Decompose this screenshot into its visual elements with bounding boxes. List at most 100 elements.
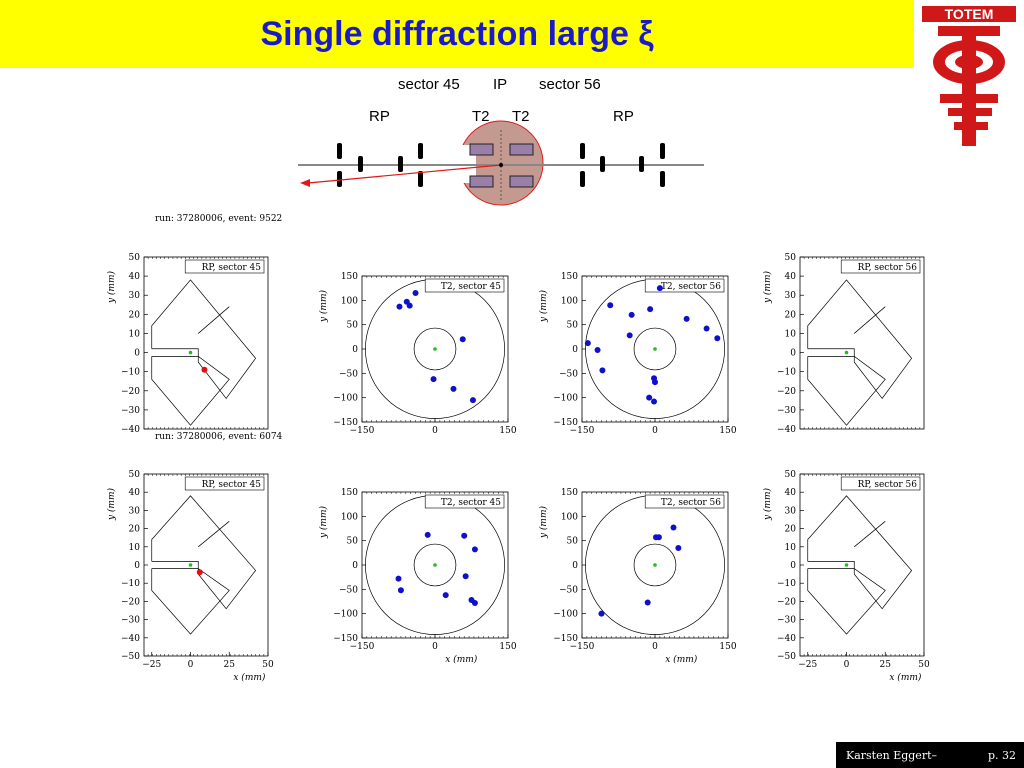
x-tick-label: −150 <box>570 426 595 436</box>
y-tick-label: 40 <box>785 272 797 282</box>
hit-point <box>626 332 633 339</box>
y-tick-label: −50 <box>339 369 358 379</box>
run-label: run: 37280006, event: 9522 <box>155 214 283 224</box>
y-tick-label: −10 <box>121 579 140 589</box>
hit-point <box>406 302 413 309</box>
rp-upper-outline <box>151 279 257 400</box>
beam-center-marker <box>653 563 657 567</box>
hit-point <box>459 336 466 343</box>
y-tick-label: −20 <box>121 387 140 397</box>
y-tick-label: 50 <box>567 321 579 331</box>
y-axis-label: y (mm) <box>762 270 773 304</box>
totem-logo: TOTEM <box>922 6 1016 146</box>
x-tick-label: 150 <box>499 426 516 436</box>
y-tick-label: −150 <box>333 634 358 644</box>
y-tick-label: −100 <box>333 394 358 404</box>
hit-point <box>201 366 208 373</box>
beam-center-marker <box>844 563 849 567</box>
y-tick-label: −20 <box>121 597 140 607</box>
x-tick-label: 150 <box>719 642 736 652</box>
y-tick-label: 30 <box>785 291 797 301</box>
proton-track <box>307 164 502 184</box>
hit-point <box>644 599 651 606</box>
y-tick-label: 10 <box>129 329 141 339</box>
plot-title: T2, sector 45 <box>441 498 501 508</box>
y-tick-label: −40 <box>121 425 140 435</box>
y-tick-label: −150 <box>333 418 358 428</box>
y-tick-label: −20 <box>777 387 796 397</box>
y-tick-label: 50 <box>347 537 359 547</box>
y-tick-label: 50 <box>347 321 359 331</box>
y-axis-label: y (mm) <box>538 505 549 539</box>
y-tick-label: −50 <box>559 585 578 595</box>
beam-center-marker <box>188 563 193 567</box>
plot-title-box <box>644 278 725 293</box>
y-tick-label: 0 <box>134 349 140 359</box>
t2-left-lower <box>469 175 494 188</box>
x-tick-label: 0 <box>432 426 438 436</box>
rp-upper-outline <box>151 495 257 610</box>
plot-panel: 50 40 30 20 10 0 −10 −20 −30 −40 −50−25 0 25 50 y (mm)… <box>762 470 930 683</box>
y-axis-label: y (mm) <box>318 505 329 539</box>
y-tick-label: −50 <box>121 652 140 662</box>
t2-left-upper <box>469 143 494 156</box>
y-tick-label: 30 <box>129 291 141 301</box>
hit-point <box>651 398 658 405</box>
y-axis-label: y (mm) <box>762 487 773 521</box>
plot-title-box <box>184 259 265 274</box>
hit-point <box>430 376 437 383</box>
hit-point <box>395 575 402 582</box>
label-ip: IP <box>493 76 508 93</box>
y-tick-label: 150 <box>341 488 358 498</box>
rp-lower-outline <box>807 568 886 635</box>
x-tick-label: 150 <box>499 642 516 652</box>
plot-frame <box>143 473 269 657</box>
x-tick-label: −150 <box>350 426 375 436</box>
rp-lower-outline <box>151 356 230 426</box>
y-tick-label: −10 <box>777 579 796 589</box>
rp-inner-edge <box>198 521 230 548</box>
y-tick-label: 0 <box>352 345 358 355</box>
t2-inner-ring <box>633 543 677 587</box>
y-tick-label: 0 <box>134 561 140 571</box>
plot-frame <box>143 256 269 430</box>
hit-point <box>598 610 605 617</box>
y-tick-label: 20 <box>785 525 797 535</box>
y-tick-label: −30 <box>777 406 796 416</box>
y-tick-label: 10 <box>785 329 797 339</box>
beam-center-marker <box>188 350 193 355</box>
y-tick-label: −40 <box>777 634 796 644</box>
rp-lower-outline <box>807 356 886 426</box>
x-axis-label: x (mm) <box>889 672 922 683</box>
plot-frame <box>799 256 925 430</box>
y-tick-label: 50 <box>129 253 141 263</box>
hit-point <box>424 531 431 538</box>
x-axis-label: x (mm) <box>445 654 478 665</box>
slide-title: Single diffraction large ξ <box>260 14 654 53</box>
hit-point <box>628 311 635 318</box>
hit-point <box>714 335 721 342</box>
y-axis-label: y (mm) <box>538 289 549 323</box>
run-label: run: 37280006, event: 6074 <box>155 432 283 442</box>
y-tick-label: −40 <box>777 425 796 435</box>
plot-title: T2, sector 56 <box>661 498 721 508</box>
hit-point <box>646 394 653 401</box>
y-tick-label: −30 <box>777 616 796 626</box>
y-tick-label: 50 <box>785 470 797 480</box>
plot-title-box <box>840 259 921 274</box>
t2-inner-ring <box>413 327 457 371</box>
y-tick-label: 100 <box>561 296 578 306</box>
beam-center-marker <box>433 563 437 567</box>
y-tick-label: 100 <box>341 296 358 306</box>
y-tick-label: −30 <box>121 406 140 416</box>
ip-point <box>499 163 503 167</box>
hit-point <box>450 385 457 392</box>
x-tick-label: 0 <box>652 642 658 652</box>
y-tick-label: 20 <box>785 310 797 320</box>
x-tick-label: −25 <box>142 660 161 670</box>
y-tick-label: 0 <box>572 345 578 355</box>
y-axis-label: y (mm) <box>106 270 117 304</box>
hit-point <box>599 367 606 374</box>
plot-panel: 150 100 50 0 −50 −100 −150−150 0 150 y (mm) x (mm)… <box>538 488 737 665</box>
